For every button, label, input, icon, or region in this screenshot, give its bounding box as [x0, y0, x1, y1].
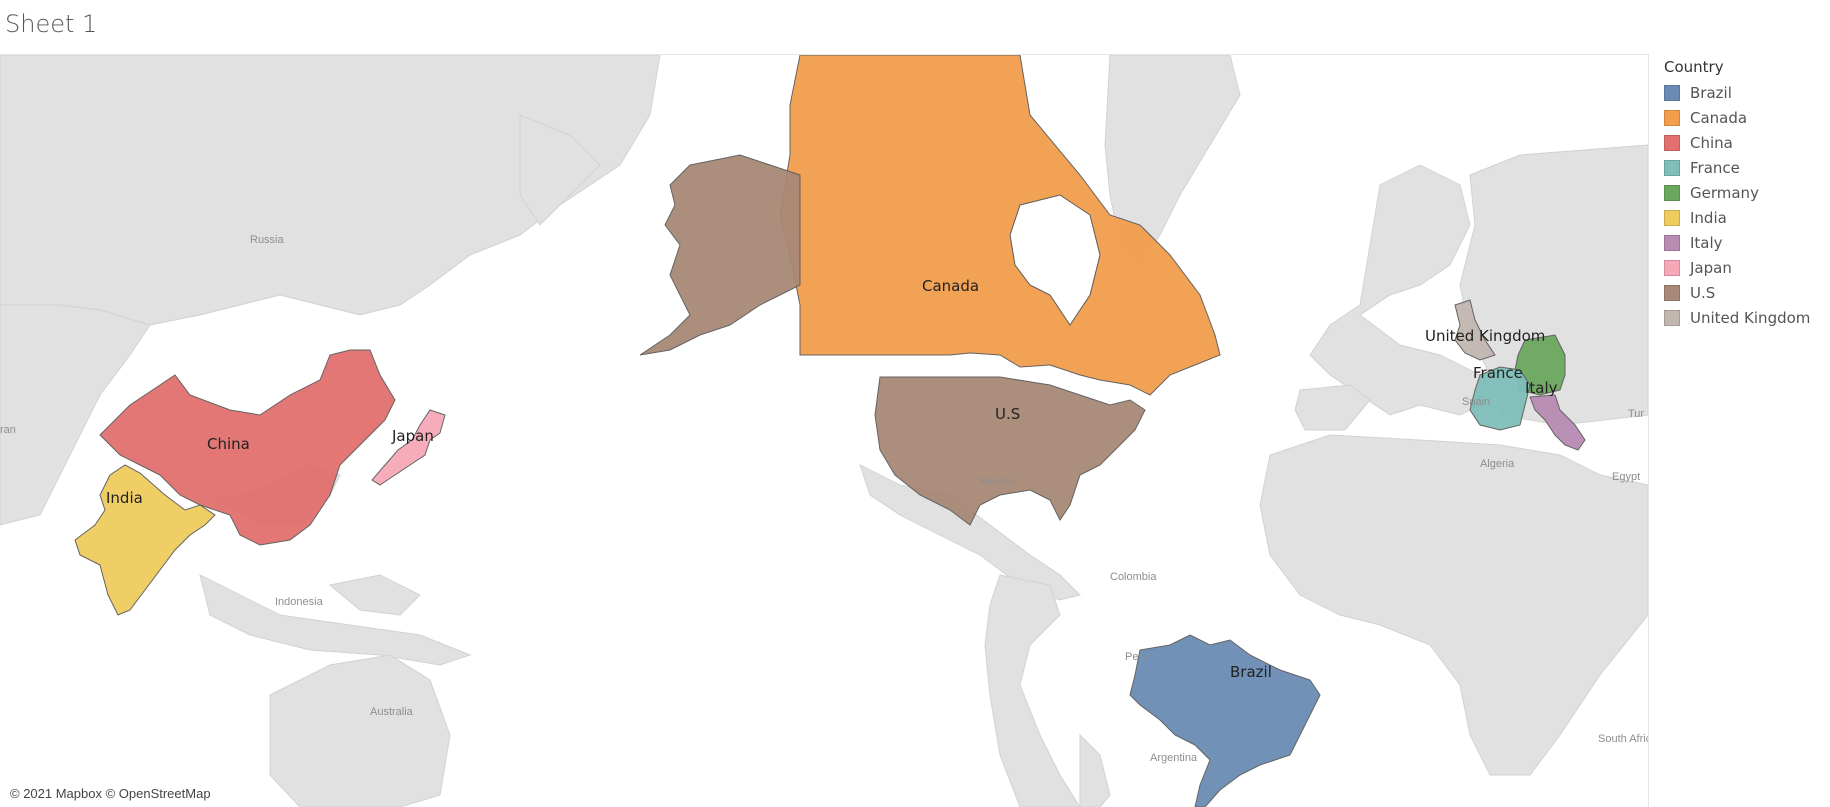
label-argentina: Argentina — [1150, 752, 1198, 764]
label-iran-partial: ran — [0, 424, 16, 436]
legend-label: U.S — [1690, 283, 1716, 302]
country-us[interactable] — [874, 376, 1146, 526]
legend-item-france[interactable]: France — [1664, 155, 1824, 180]
country-us-alaska[interactable] — [639, 154, 801, 356]
legend-label: Italy — [1690, 233, 1723, 252]
legend-item-japan[interactable]: Japan — [1664, 255, 1824, 280]
legend-label: Brazil — [1690, 83, 1732, 102]
label-france: France — [1473, 364, 1523, 382]
legend-swatch — [1664, 209, 1680, 226]
label-south-africa: South Africa — [1598, 733, 1648, 745]
label-china: China — [207, 435, 250, 453]
legend-item-brazil[interactable]: Brazil — [1664, 80, 1824, 105]
label-colombia: Colombia — [1110, 571, 1157, 583]
sheet-title: Sheet 1 — [5, 10, 98, 38]
label-italy: Italy — [1525, 379, 1558, 397]
legend-swatch — [1664, 259, 1680, 276]
legend-item-china[interactable]: China — [1664, 130, 1824, 155]
legend-swatch — [1664, 159, 1680, 176]
legend-item-germany[interactable]: Germany — [1664, 180, 1824, 205]
country-china[interactable] — [99, 349, 396, 546]
label-turkey-partial: Tur — [1628, 408, 1644, 420]
legend-title: Country — [1664, 58, 1724, 76]
basemap-labels: Russia ran Indonesia Australia Mexico Co… — [0, 234, 1648, 764]
country-canada[interactable] — [779, 55, 1221, 396]
label-spain: Spain — [1462, 396, 1490, 408]
legend-label: Germany — [1690, 183, 1759, 202]
legend-swatch — [1664, 309, 1680, 326]
country-italy[interactable] — [1529, 394, 1586, 451]
legend-item-india[interactable]: India — [1664, 205, 1824, 230]
country-labels: Canada U.S China Japan India Brazil Unit… — [106, 277, 1558, 681]
country-france[interactable] — [1469, 366, 1531, 431]
legend-label: France — [1690, 158, 1740, 177]
map-attribution[interactable]: © 2021 Mapbox © OpenStreetMap — [10, 786, 211, 801]
country-shapes[interactable] — [74, 55, 1586, 807]
country-india[interactable] — [74, 464, 216, 616]
legend-swatch — [1664, 84, 1680, 101]
legend-swatch — [1664, 134, 1680, 151]
label-canada: Canada — [922, 277, 979, 295]
map-canvas[interactable]: Russia ran Indonesia Australia Mexico Co… — [0, 55, 1648, 807]
label-australia: Australia — [370, 706, 414, 718]
legend-label: United Kingdom — [1690, 308, 1811, 327]
country-brazil[interactable] — [1129, 634, 1321, 807]
label-mexico: Mexico — [980, 476, 1015, 488]
label-egypt: Egypt — [1612, 471, 1640, 483]
legend-swatch — [1664, 234, 1680, 251]
color-legend: Country Brazil Canada China France Germa… — [1664, 58, 1824, 330]
label-algeria: Algeria — [1480, 458, 1515, 470]
label-peru: Peru — [1125, 651, 1148, 663]
country-germany[interactable] — [1514, 334, 1566, 396]
legend-swatch — [1664, 184, 1680, 201]
legend-swatch — [1664, 284, 1680, 301]
legend-item-italy[interactable]: Italy — [1664, 230, 1824, 255]
map-view[interactable]: Russia ran Indonesia Australia Mexico Co… — [0, 54, 1649, 807]
legend-label: Japan — [1690, 258, 1732, 277]
country-united-kingdom[interactable] — [1454, 299, 1496, 361]
legend-item-united-kingdom[interactable]: United Kingdom — [1664, 305, 1824, 330]
legend-label: China — [1690, 133, 1733, 152]
country-japan[interactable] — [371, 409, 446, 486]
legend-label: India — [1690, 208, 1727, 227]
legend-item-canada[interactable]: Canada — [1664, 105, 1824, 130]
legend-items: Brazil Canada China France Germany India… — [1664, 80, 1824, 330]
label-indonesia: Indonesia — [275, 596, 324, 608]
label-russia: Russia — [250, 234, 285, 246]
legend-swatch — [1664, 109, 1680, 126]
label-india: India — [106, 489, 143, 507]
label-us: U.S — [995, 405, 1020, 423]
label-brazil: Brazil — [1230, 663, 1272, 681]
label-uk: United Kingdom — [1425, 327, 1545, 345]
legend-item-us[interactable]: U.S — [1664, 280, 1824, 305]
legend-label: Canada — [1690, 108, 1748, 127]
label-japan: Japan — [391, 427, 434, 445]
